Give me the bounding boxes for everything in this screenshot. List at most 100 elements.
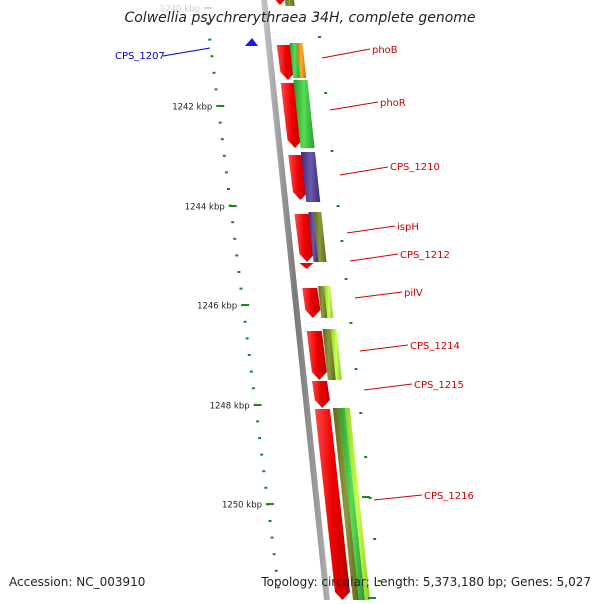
leader-line (354, 291, 403, 299)
feature-label-cps-1210: CPS_1210 (390, 162, 440, 173)
cog-bar (338, 408, 365, 600)
ruler-tick (214, 88, 218, 91)
leader-line (363, 383, 413, 391)
ruler-label: 1250 kbp (222, 501, 262, 511)
cog-bar (289, 43, 301, 78)
ruler-tick (315, 15, 319, 17)
feature-label-phob: phoB (372, 45, 398, 56)
gene-arrow (302, 288, 321, 318)
gene-arrow (275, 0, 285, 5)
ruler-tick (237, 271, 241, 273)
ruler-major-tick (216, 105, 225, 107)
accession-text: Accession: NC_003910 (9, 575, 146, 589)
cog-bar (293, 80, 315, 148)
feature-label-cps-1207: CPS_1207 (115, 51, 165, 62)
ruler-tick (258, 437, 262, 439)
ruler-tick (231, 221, 235, 224)
cog-bar (300, 152, 321, 202)
cog-bar (324, 286, 334, 318)
feature-label-cps-1216: CPS_1216 (424, 491, 474, 502)
leader-line (349, 253, 399, 262)
ruler-tick (249, 370, 253, 373)
ruler-tick (359, 412, 363, 414)
ruler-tick (247, 354, 251, 356)
ruler-tick (344, 278, 348, 280)
cog-bar (308, 212, 319, 262)
genome-backbone (261, 0, 330, 600)
ruler-tick (264, 486, 268, 489)
ruler-tick (256, 420, 260, 423)
cog-bar (285, 0, 295, 6)
ruler-tick (340, 240, 344, 242)
gene-arrow (306, 331, 327, 380)
ruler-tick (233, 237, 237, 240)
ruler-tick (349, 322, 353, 324)
ruler-tick (272, 553, 276, 556)
feature-label-cps-1212: CPS_1212 (400, 250, 450, 261)
map-title: Colwellia psychrerythraea 34H, complete … (124, 10, 476, 26)
ruler-tick (336, 205, 340, 207)
feature-label-cps-1214: CPS_1214 (410, 341, 460, 352)
ruler-tick (224, 171, 228, 174)
ruler-tick (243, 320, 247, 323)
cog-bar (313, 212, 327, 262)
ruler-tick (245, 337, 249, 340)
ruler-tick (368, 597, 376, 599)
gene-arrow (299, 263, 314, 269)
ruler-tick (210, 55, 214, 58)
gene-arrow (314, 409, 350, 600)
ruler-major-tick (241, 304, 250, 306)
leader-line (373, 494, 423, 501)
ruler-major-tick (204, 7, 212, 9)
cog-bar (330, 329, 342, 380)
leader-line (329, 101, 379, 111)
ruler-tick (354, 368, 358, 370)
gene-arrow (312, 381, 330, 408)
ruler-tick (268, 520, 272, 522)
ruler-major-tick (228, 205, 237, 207)
ruler-label: 1244 kbp (185, 203, 225, 213)
leader-line (359, 344, 409, 352)
ruler-label: 1242 kbp (172, 103, 212, 113)
cog-bar (322, 329, 336, 380)
ruler-tick (373, 538, 377, 540)
ruler-major-tick (266, 503, 274, 505)
ruler-tick (317, 36, 321, 38)
ruler-major-tick (253, 404, 262, 406)
ruler-tick (330, 150, 334, 152)
ruler-tick (251, 387, 255, 390)
ruler-label: 1240 kbp (160, 5, 200, 15)
ruler-tick (218, 121, 222, 124)
leader-line (321, 48, 371, 59)
cog-bar (344, 408, 370, 600)
ruler-tick (212, 71, 216, 74)
leader-line (162, 47, 211, 57)
ruler-tick (208, 38, 212, 41)
leader-line (346, 225, 396, 234)
ruler-tick (324, 92, 328, 94)
ruler-tick (270, 536, 274, 539)
feature-label-cps-1215: CPS_1215 (414, 380, 464, 391)
leader-line (339, 166, 389, 176)
ruler-tick (364, 456, 368, 458)
gene-arrow (245, 38, 258, 46)
ruler-tick (222, 154, 226, 157)
topology-text: Topology: circular; Length: 5,373,180 bp… (261, 575, 591, 589)
cog-bar (296, 43, 307, 78)
ruler-tick (362, 496, 370, 498)
ruler-tick (220, 138, 224, 141)
feature-label-phor: phoR (380, 98, 406, 109)
ruler-label: 1248 kbp (210, 402, 250, 412)
ruler-tick (377, 580, 381, 582)
ruler-tick (262, 470, 266, 473)
ruler-label: 1246 kbp (197, 302, 237, 312)
feature-label-isph: ispH (397, 222, 419, 233)
feature-label-pilv: pilV (404, 288, 423, 299)
cog-bar (332, 408, 359, 600)
ruler-tick (239, 287, 243, 290)
ruler-tick (368, 497, 372, 499)
ruler-tick (276, 586, 280, 589)
ruler-tick (206, 22, 210, 24)
ruler-tick (260, 453, 264, 456)
